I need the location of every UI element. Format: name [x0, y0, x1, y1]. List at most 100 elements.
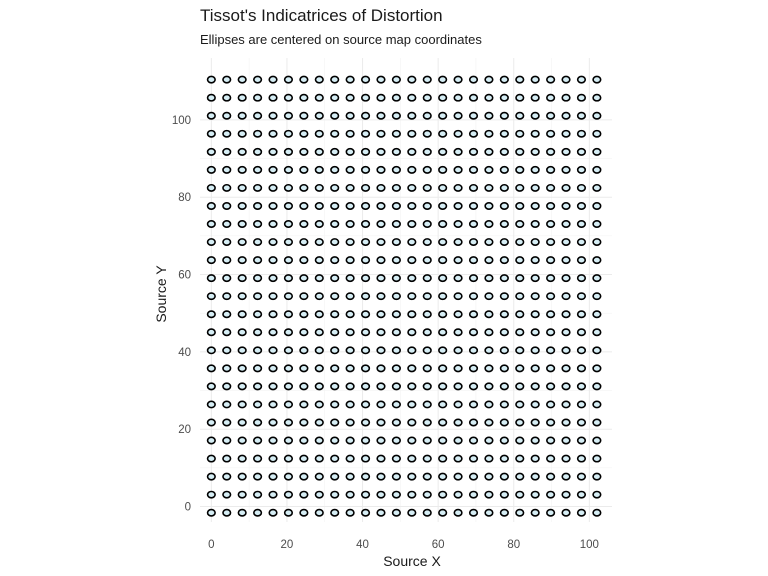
tissot-ellipse [222, 256, 232, 265]
tissot-ellipse [222, 418, 232, 427]
tissot-ellipse [314, 256, 324, 265]
tissot-ellipse [206, 472, 216, 481]
tissot-ellipse [468, 472, 479, 481]
tissot-ellipse [330, 75, 340, 84]
tissot-ellipse [499, 292, 509, 301]
tissot-ellipse [499, 256, 509, 265]
tissot-ellipse [561, 93, 571, 102]
tissot-ellipse [592, 111, 602, 120]
tissot-ellipse [206, 129, 216, 138]
tissot-ellipse [484, 93, 494, 102]
tissot-ellipse [561, 292, 571, 301]
tissot-ellipse [422, 436, 432, 445]
tissot-ellipse [453, 274, 463, 283]
tissot-ellipse [546, 238, 556, 247]
x-tick-label: 20 [281, 539, 294, 551]
tissot-ellipse [206, 75, 216, 84]
tissot-ellipse [546, 346, 556, 355]
tissot-ellipse [422, 111, 432, 120]
tissot-ellipse [376, 111, 386, 120]
tissot-ellipse [345, 310, 355, 319]
tissot-ellipse [422, 310, 432, 319]
tissot-ellipse [499, 418, 509, 427]
tissot-ellipse [360, 111, 371, 120]
tissot-ellipse [237, 274, 247, 283]
tissot-ellipse [499, 454, 509, 463]
tissot-ellipse [299, 274, 309, 283]
tissot-ellipse [499, 111, 509, 120]
tissot-ellipse [592, 400, 602, 409]
tissot-ellipse [330, 93, 340, 102]
tissot-ellipse [253, 202, 263, 210]
tissot-ellipse [268, 292, 278, 301]
tissot-ellipse [407, 292, 417, 301]
tissot-ellipse [314, 436, 324, 445]
tissot-ellipse [422, 472, 432, 481]
tissot-ellipse [546, 400, 556, 409]
tissot-ellipse [222, 436, 232, 445]
tissot-ellipse [360, 165, 371, 174]
tissot-ellipse [438, 183, 448, 192]
tissot-ellipse [345, 147, 355, 156]
tissot-ellipse [576, 508, 587, 517]
tissot-ellipse [268, 310, 278, 319]
tissot-ellipse [253, 400, 263, 409]
tissot-ellipse [222, 274, 232, 283]
tissot-ellipse [468, 183, 479, 192]
tissot-ellipse [422, 274, 432, 283]
tissot-ellipse [299, 129, 309, 138]
tissot-ellipse [345, 292, 355, 301]
tissot-ellipse [237, 364, 247, 373]
tissot-ellipse [546, 382, 556, 391]
tissot-ellipse [592, 75, 602, 84]
tissot-ellipse [422, 183, 432, 192]
tissot-ellipse [222, 400, 232, 409]
tissot-ellipse [453, 256, 463, 265]
tissot-ellipse [453, 292, 463, 301]
tissot-ellipse [592, 93, 602, 102]
tissot-ellipse [576, 129, 587, 138]
tissot-ellipse [561, 364, 571, 373]
tissot-ellipse [345, 454, 355, 463]
tissot-ellipse [283, 364, 294, 373]
tissot-ellipse [576, 400, 587, 409]
tissot-ellipse [283, 346, 294, 355]
tissot-ellipse [576, 490, 587, 499]
tissot-ellipse [453, 93, 463, 102]
tissot-ellipse [468, 508, 479, 517]
tissot-ellipse [407, 256, 417, 265]
tissot-ellipse [530, 292, 540, 301]
tissot-ellipse [453, 418, 463, 427]
tissot-ellipse [546, 328, 556, 337]
tissot-ellipse [222, 129, 232, 138]
tissot-ellipse [438, 292, 448, 301]
tissot-ellipse [345, 202, 355, 210]
tissot-ellipse [561, 400, 571, 409]
tissot-ellipse [360, 436, 371, 445]
tissot-ellipse [283, 292, 294, 301]
tissot-ellipse [360, 364, 371, 373]
tissot-ellipse [283, 310, 294, 319]
tissot-ellipse [253, 165, 263, 174]
tissot-ellipse [515, 165, 525, 174]
tissot-ellipse [530, 183, 540, 192]
tissot-ellipse [330, 400, 340, 409]
tissot-ellipse [237, 490, 247, 499]
tissot-ellipse [546, 490, 556, 499]
tissot-ellipse [546, 436, 556, 445]
tissot-ellipse [576, 310, 587, 319]
tissot-ellipse [391, 400, 401, 409]
tissot-ellipse [391, 274, 401, 283]
tissot-ellipse [268, 346, 278, 355]
tissot-ellipse [376, 75, 386, 84]
tissot-ellipse [453, 238, 463, 247]
tissot-ellipse [253, 328, 263, 337]
tissot-ellipse [253, 508, 263, 517]
tissot-ellipse [222, 508, 232, 517]
tissot-ellipse [376, 238, 386, 247]
tissot-ellipse [576, 220, 587, 228]
tissot-ellipse [237, 418, 247, 427]
tissot-ellipse [253, 220, 263, 228]
tissot-ellipse [360, 220, 371, 228]
tissot-ellipse [253, 147, 263, 156]
